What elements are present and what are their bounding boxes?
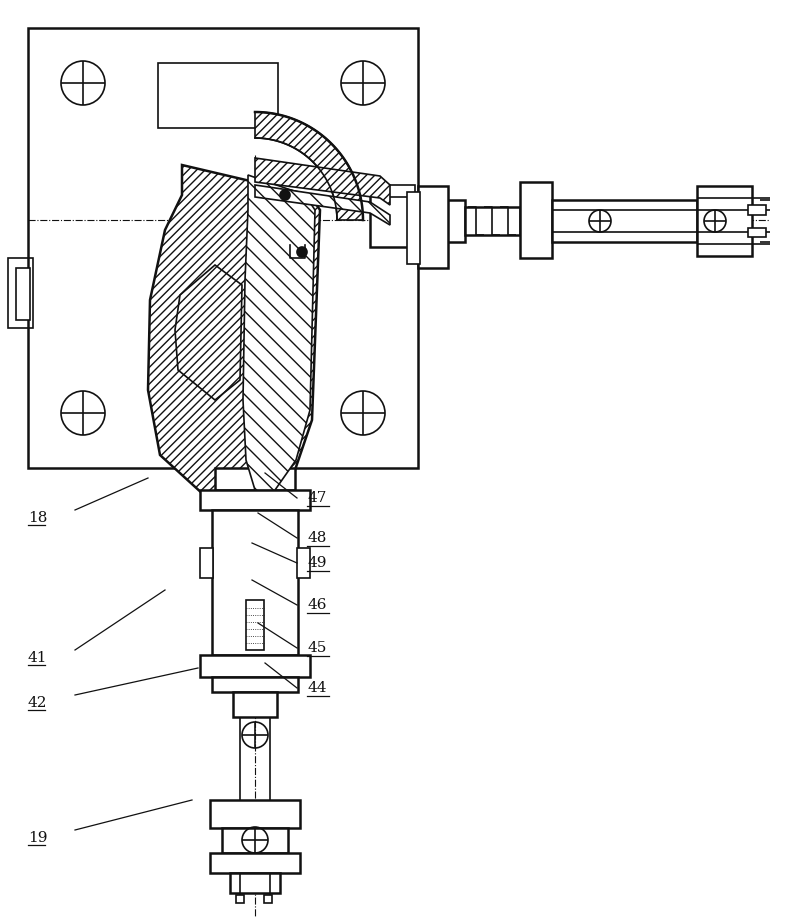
Bar [236,895,244,903]
Polygon shape [175,265,242,400]
Bar [465,207,520,235]
Polygon shape [148,165,320,515]
Bar [418,186,448,268]
Bar [220,518,290,647]
Text: 41: 41 [28,651,47,665]
Text: 42: 42 [28,696,47,710]
Bar [748,228,766,237]
Bar [210,800,300,828]
Bar [210,853,300,873]
Bar [425,200,465,242]
Bar [222,828,288,853]
Bar [230,873,280,893]
Text: 47: 47 [307,491,326,505]
Circle shape [297,247,307,257]
Bar [215,468,295,490]
Bar [200,655,310,677]
Bar [520,182,552,258]
Bar [552,200,697,242]
Polygon shape [255,158,390,205]
Bar [407,192,420,264]
Bar [212,510,298,655]
Text: 18: 18 [28,511,47,525]
Text: 45: 45 [307,641,326,655]
Bar [297,548,310,578]
Bar [264,895,272,903]
Text: 49: 49 [307,556,326,570]
Bar [380,185,415,197]
Bar [28,28,418,468]
Bar [158,63,278,128]
Bar [16,268,30,320]
Bar [370,195,425,247]
Polygon shape [243,175,315,490]
Text: 46: 46 [307,598,326,612]
Bar [246,600,264,650]
Bar [748,205,766,215]
Text: 44: 44 [307,681,326,695]
Bar [697,186,752,256]
Circle shape [280,190,290,200]
Polygon shape [255,185,390,225]
Bar [200,548,213,578]
Bar [212,677,298,692]
Bar [8,258,33,328]
Text: 19: 19 [28,831,47,845]
Bar [233,692,277,717]
Bar [200,490,310,510]
Text: 48: 48 [307,531,326,545]
Polygon shape [255,112,363,220]
